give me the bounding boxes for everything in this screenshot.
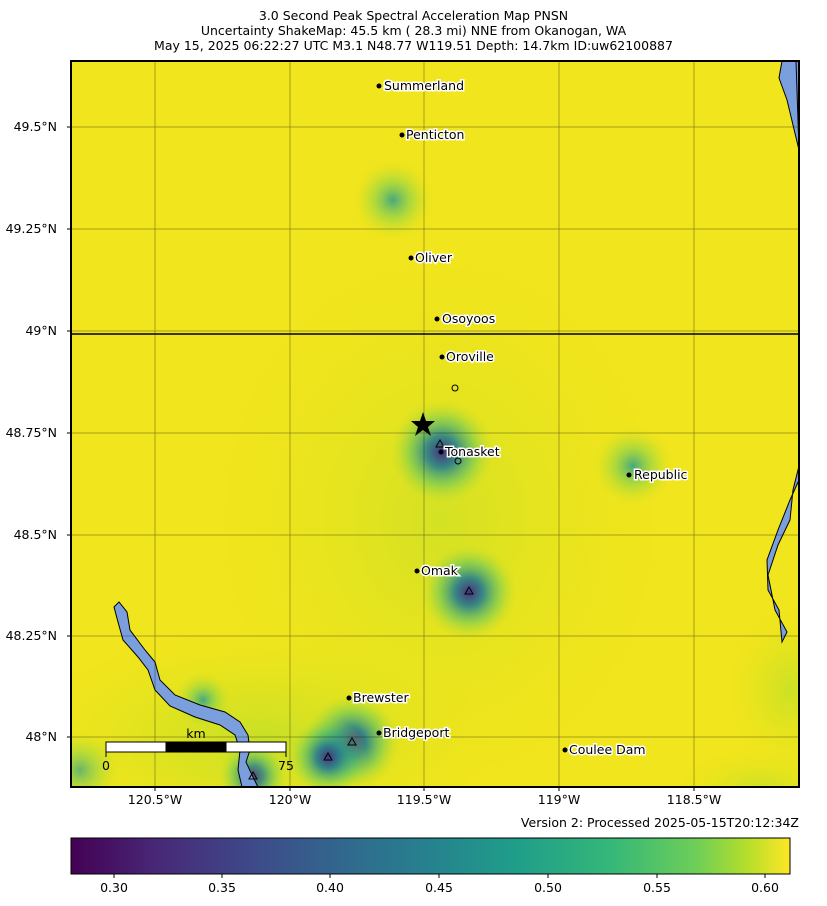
city-layer: Summerland Penticton Oliver Osoyoos Orov… — [346, 77, 689, 759]
station-triangle — [464, 585, 474, 595]
colorbar-tick-label: 0.35 — [208, 880, 236, 895]
station-triangle — [248, 770, 258, 780]
version-text: Version 2: Processed 2025-05-15T20:12:34… — [520, 815, 799, 830]
city-summerland: Summerland — [376, 77, 466, 95]
scale-bar — [105, 741, 287, 757]
colorbar — [70, 837, 791, 875]
uncertainty-low-spot — [593, 426, 673, 506]
svg-text:Osoyoos: Osoyoos — [442, 311, 495, 326]
lon-tick-label: 120.5°W — [127, 792, 183, 807]
lake-north-east — [778, 61, 799, 151]
svg-text:Oliver: Oliver — [415, 250, 453, 265]
lat-tick-label: 49°N — [25, 323, 57, 338]
scale-bar-unit: km — [186, 726, 205, 741]
svg-text:Oroville: Oroville — [446, 349, 494, 364]
uncertainty-low-spot — [219, 742, 287, 787]
lon-tick-label: 118.5°W — [666, 792, 722, 807]
city-bridgeport: Bridgeport — [376, 724, 451, 742]
city-osoyoos: Osoyoos — [434, 310, 497, 328]
svg-text:Summerland: Summerland — [384, 78, 464, 93]
city-oliver: Oliver — [408, 249, 454, 267]
lon-tick-label: 119°W — [537, 792, 581, 807]
uncertainty-haze — [680, 750, 799, 787]
station-triangle — [347, 736, 357, 746]
lon-tick-label: 119.5°W — [396, 792, 452, 807]
uncertainty-low-spot — [421, 544, 517, 640]
city-tonasket: Tonasket — [438, 443, 501, 461]
map-frame — [70, 60, 800, 788]
colorbar-tick-label: 0.60 — [751, 880, 779, 895]
seismic-stations — [248, 384, 474, 780]
lat-tick-label: 49.25°N — [5, 221, 57, 236]
title-line-2: Uncertainty ShakeMap: 45.5 km ( 28.3 mi)… — [200, 23, 627, 38]
city-brewster: Brewster — [346, 689, 411, 707]
city-coulee-dam: Coulee Dam — [562, 741, 647, 759]
uncertainty-haze — [730, 610, 799, 770]
graticule — [71, 61, 799, 787]
title-line-1: 3.0 Second Peak Spectral Acceleration Ma… — [258, 8, 569, 23]
scale-bar-end: 75 — [278, 758, 294, 773]
station-circle — [454, 457, 462, 465]
city-oroville: Oroville — [439, 348, 496, 366]
lon-tick-label: 120°W — [268, 792, 312, 807]
lat-tick-label: 49.5°N — [13, 119, 57, 134]
svg-text:Tonasket: Tonasket — [444, 444, 500, 459]
svg-text:Republic: Republic — [634, 467, 688, 482]
svg-text:Omak: Omak — [421, 563, 459, 578]
map-area — [71, 61, 799, 787]
scale-bar-start: 0 — [102, 758, 110, 773]
city-republic: Republic — [626, 466, 689, 484]
lat-tick-label: 48.25°N — [5, 628, 57, 643]
colorbar-tick-label: 0.45 — [425, 880, 453, 895]
title-line-3: May 15, 2025 06:22:27 UTC M3.1 N48.77 W1… — [154, 38, 673, 53]
epicenter-star-icon — [411, 412, 435, 436]
colorbar-tick-label: 0.30 — [100, 880, 128, 895]
lat-tick-label: 48.5°N — [13, 527, 57, 542]
colorbar-tick-label: 0.50 — [534, 880, 562, 895]
station-triangle — [323, 751, 333, 761]
svg-text:Penticton: Penticton — [406, 127, 464, 142]
axis-ticks — [67, 126, 695, 791]
station-circle — [451, 384, 459, 392]
lat-tick-label: 48°N — [25, 729, 57, 744]
columbia-river-west — [113, 601, 259, 787]
colorbar-tick-label: 0.40 — [316, 880, 344, 895]
svg-text:Brewster: Brewster — [353, 690, 409, 705]
colorbar-tick-label: 0.55 — [643, 880, 671, 895]
colorbar-ticks — [113, 874, 766, 878]
svg-text:Bridgeport: Bridgeport — [383, 725, 449, 740]
uncertainty-low-spot — [353, 160, 433, 240]
city-penticton: Penticton — [399, 126, 466, 144]
uncertainty-low-spot — [288, 717, 368, 787]
station-triangle — [435, 438, 445, 448]
columbia-river-east — [766, 465, 799, 644]
svg-text:Coulee Dam: Coulee Dam — [569, 742, 646, 757]
lat-tick-label: 48.75°N — [5, 425, 57, 440]
city-omak: Omak — [414, 562, 460, 580]
